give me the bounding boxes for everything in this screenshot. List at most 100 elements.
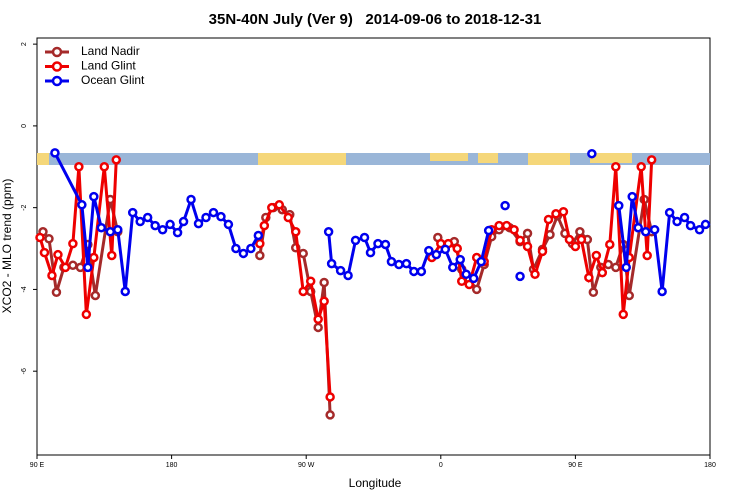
data-point [325,410,335,420]
data-point [74,162,84,172]
data-point [530,269,540,280]
data-point [313,322,323,333]
data-point [313,314,323,325]
data-point [642,250,652,261]
data-point [621,262,631,273]
data-point [298,286,308,297]
data-point [96,222,107,233]
data-point [127,207,138,218]
data-point [424,245,434,256]
data-point [618,309,629,320]
data-point [50,148,60,158]
data-point [77,200,87,210]
data-point [373,238,383,249]
data-point [335,265,346,276]
data-point [172,227,183,238]
data-point [150,220,160,231]
data-point [290,227,301,237]
data-point [611,162,621,172]
data-point [319,296,329,307]
data-point [456,276,467,286]
data-point [605,239,615,250]
legend-label: Land Nadir [81,44,140,58]
data-point [476,256,486,267]
data-point [51,287,62,298]
data-point [47,270,57,281]
data-point [664,207,675,218]
x-tick-label: 180 [704,462,716,469]
data-point [165,219,175,230]
data-point [522,228,533,239]
data-point [386,256,397,267]
data-point [39,247,50,258]
data-point [537,246,548,257]
data-point [685,220,696,231]
data-point [515,235,525,246]
data-point [448,262,458,273]
data-point [657,286,667,297]
data-point [274,200,285,210]
data-point [575,227,585,237]
data-point [105,227,116,237]
data-point [584,272,594,283]
y-tick-label: -4 [21,286,28,292]
chart-title: 35N-40N July (Ver 9) 2014-09-06 to 2018-… [209,11,542,28]
y-tick-label: 2 [21,42,28,46]
land-strip [478,153,498,163]
data-point [611,262,621,273]
data-point [500,200,510,211]
land-strip [258,153,346,165]
data-point [283,212,294,223]
legend-marker [51,61,63,72]
data-point [471,284,482,295]
data-point [53,249,63,260]
data-point [515,271,525,282]
plot-frame [36,37,711,456]
series [50,148,711,297]
land-strip [528,153,570,165]
data-point [216,211,226,222]
data-point [323,227,334,237]
data-point [522,241,533,252]
land-strip [430,153,468,161]
data-point [267,202,277,213]
land-strip [590,153,632,163]
data-point [255,238,265,249]
data-point [401,258,412,269]
data-point [627,191,637,202]
data-point [135,216,145,227]
data-point [81,309,92,320]
surface-mask [37,153,710,165]
legend-marker [51,75,63,87]
data-point [89,252,99,263]
data-point [468,273,479,284]
legend-label: Land Glint [81,59,136,73]
data-point [107,250,117,261]
data-point [640,227,651,237]
y-tick-label: -6 [21,368,28,374]
data-point [223,219,234,230]
data-point [253,230,264,241]
data-point [113,224,123,235]
y-tick-label: -2 [21,204,28,210]
data-point [201,212,211,223]
data-point [494,220,504,231]
data-point [35,232,45,243]
data-point [305,276,316,286]
data-point [455,254,465,265]
data-point [178,216,189,227]
data-point [440,244,451,255]
data-point [700,219,711,230]
data-point [416,266,427,277]
data-point [649,224,660,235]
data-point [90,290,101,301]
x-tick-label: 90 E [30,462,45,469]
data-point [208,207,219,218]
data-point [452,243,463,254]
data-point [365,247,376,258]
data-point [431,249,442,260]
data-point [588,287,599,298]
x-axis-label: Longitude [349,476,402,490]
data-point [255,250,265,261]
data-point [193,218,204,229]
